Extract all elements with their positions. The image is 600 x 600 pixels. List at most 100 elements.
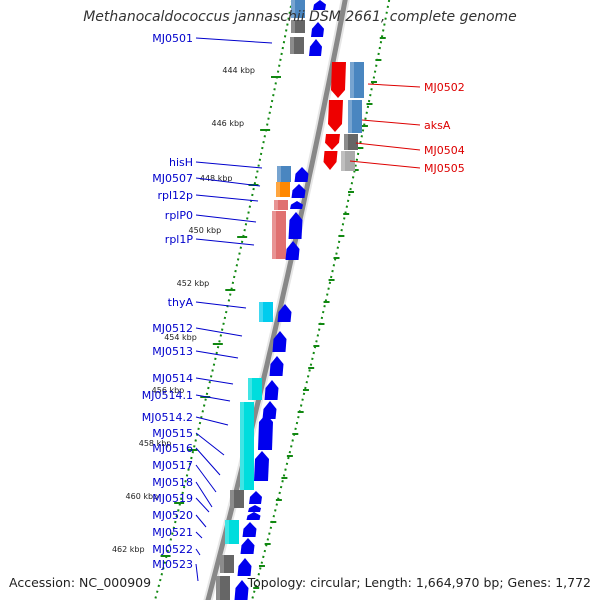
gene-label[interactable]: MJ0518 [152, 476, 193, 489]
cog-box [341, 151, 355, 171]
gene-arrow [242, 522, 257, 537]
gene-label[interactable]: MJ0523 [152, 558, 193, 571]
gene-arrow [290, 201, 303, 209]
gene-leader-line [195, 37, 273, 44]
gene-label[interactable]: MJ0515 [152, 427, 193, 440]
gene-label[interactable]: MJ0516 [152, 442, 193, 455]
outer-tick-guide [251, 0, 391, 600]
cog-box [248, 378, 262, 400]
gene-leader-line [195, 194, 259, 202]
cog-box [290, 37, 304, 54]
gene-label[interactable]: MJ0504 [424, 144, 465, 157]
gene-arrow [254, 451, 269, 481]
gene-arrow [249, 491, 262, 504]
kbp-tick-label: 450 kbp [189, 226, 222, 235]
gene-leader-line [195, 514, 207, 528]
gene-leader-line [355, 142, 421, 151]
topology-text: Topology: circular; Length: 1,664,970 bp… [247, 575, 591, 590]
gene-label[interactable]: MJ0505 [424, 162, 465, 175]
gene-label[interactable]: rplP0 [165, 209, 193, 222]
cog-box [291, 0, 305, 18]
gene-leader-line [349, 160, 421, 169]
gene-leader-line [195, 238, 255, 246]
gene-leader-line [195, 497, 210, 513]
gene-label[interactable]: hisH [169, 156, 193, 169]
genome-title: Methanocaldococcus jannaschii DSM 2661, … [83, 9, 517, 25]
gene-leader-line [195, 464, 217, 493]
gene-label[interactable]: rpl1P [165, 233, 194, 246]
kbp-tick-label: 444 kbp [222, 66, 255, 75]
gene-leader-line [195, 350, 239, 359]
gene-arrow [313, 0, 326, 10]
gene-label[interactable]: rpl12p [157, 189, 193, 202]
gene-leader-line [195, 481, 213, 508]
gene-label[interactable]: MJ0514.1 [142, 389, 193, 402]
kbp-tick-label: 452 kbp [177, 279, 210, 288]
gene-arrow [331, 62, 346, 98]
cog-box [259, 302, 273, 322]
gene-arrow [323, 151, 338, 170]
kbp-tick-label: 454 kbp [164, 333, 197, 342]
gene-arrow [288, 212, 303, 239]
gene-arrow [325, 134, 340, 150]
gene-label[interactable]: MJ0512 [152, 322, 193, 335]
cog-box [274, 200, 288, 210]
gene-leader-line [195, 161, 263, 169]
gene-leader-line [195, 563, 199, 582]
gene-arrow [285, 241, 300, 260]
gene-arrow [237, 558, 252, 576]
kbp-tick-label: 456 kbp [152, 386, 185, 395]
gene-label[interactable]: MJ0502 [424, 81, 465, 94]
cog-box [348, 100, 362, 133]
gene-leader-line [195, 432, 225, 456]
gene-label[interactable]: aksA [424, 119, 451, 132]
cog-box [291, 20, 305, 33]
gene-label[interactable]: MJ0513 [152, 345, 193, 358]
gene-leader-line [367, 83, 421, 88]
gene-arrow [328, 100, 343, 132]
cog-box [220, 555, 234, 573]
gene-leader-line [195, 327, 243, 337]
gene-leader-line [195, 377, 234, 385]
cog-box [225, 520, 239, 544]
gene-label[interactable]: thyA [168, 296, 194, 309]
cog-box [230, 490, 244, 508]
gene-arrow [258, 414, 273, 450]
cog-box [276, 182, 290, 197]
gene-arrow [291, 184, 306, 198]
gene-label[interactable]: MJ0521 [152, 526, 193, 539]
inner-tick-guide [154, 0, 294, 600]
gene-arrow [248, 505, 261, 512]
gene-label[interactable]: MJ0517 [152, 459, 193, 472]
gene-leader-line [361, 119, 421, 126]
cog-box [344, 134, 358, 150]
gene-arrow [309, 39, 322, 56]
cog-box [277, 166, 291, 182]
gene-arrow [234, 580, 249, 600]
gene-label[interactable]: MJ0522 [152, 543, 193, 556]
gene-label[interactable]: MJ0514.2 [142, 411, 193, 424]
gene-leader-line [195, 548, 201, 556]
kbp-tick-label: 448 kbp [200, 174, 233, 183]
gene-leader-line [195, 177, 261, 187]
gene-label[interactable]: MJ0501 [152, 32, 193, 45]
kbp-tick-label: 462 kbp [112, 545, 145, 554]
kbp-tick-label: 458 kbp [139, 439, 172, 448]
gene-label[interactable]: MJ0507 [152, 172, 193, 185]
gene-label[interactable]: MJ0514 [152, 372, 193, 385]
gene-arrow [264, 380, 279, 400]
kbp-tick-label: 446 kbp [212, 119, 245, 128]
gene-arrow [311, 22, 324, 37]
cog-box [216, 576, 230, 600]
gene-leader-line [195, 447, 221, 476]
cog-box [350, 62, 364, 98]
gene-arrow [272, 331, 287, 352]
gene-label[interactable]: MJ0520 [152, 509, 193, 522]
gene-arrow [269, 356, 284, 376]
gene-leader-line [195, 531, 203, 539]
kbp-tick-label: 460 kbp [126, 492, 159, 501]
gene-arrow [246, 512, 261, 520]
gene-label[interactable]: MJ0519 [152, 492, 193, 505]
gene-arrow [277, 304, 292, 322]
